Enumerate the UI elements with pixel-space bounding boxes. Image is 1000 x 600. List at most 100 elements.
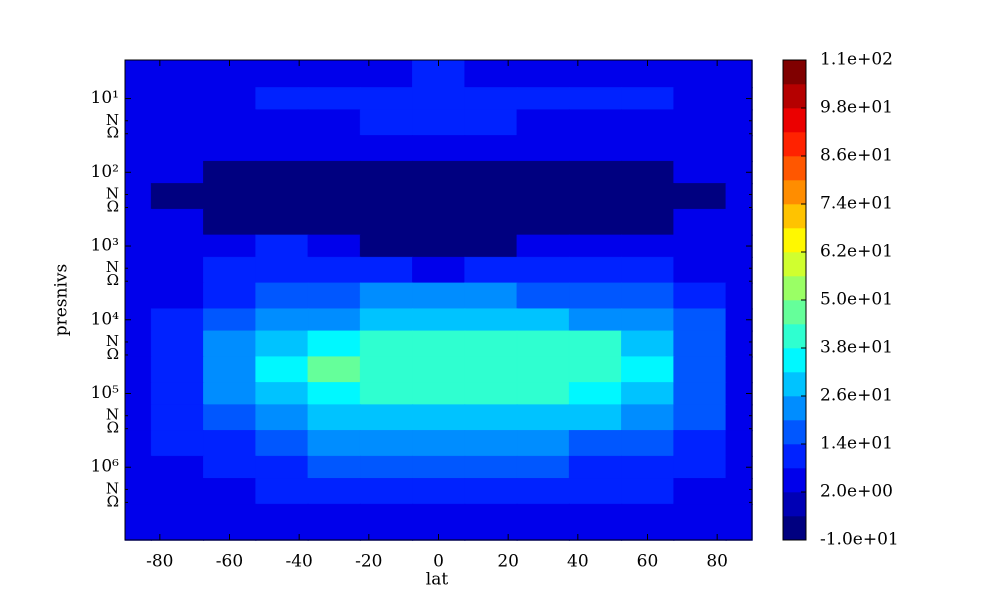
contour-cell bbox=[516, 404, 570, 432]
colorbar-tick-label: 9.8e+01 bbox=[820, 98, 893, 118]
contour-cell bbox=[203, 234, 257, 258]
contour-cell bbox=[255, 356, 309, 384]
contour-cell bbox=[203, 256, 257, 284]
contour-cell bbox=[255, 503, 309, 541]
y-tick-label: 10¹ bbox=[91, 88, 119, 108]
contour-cell bbox=[725, 404, 753, 432]
contour-cell bbox=[307, 256, 361, 284]
contour-cell bbox=[464, 282, 518, 310]
colorbar-band bbox=[783, 132, 806, 157]
colorbar-band bbox=[783, 180, 806, 205]
contour-cell bbox=[568, 183, 623, 210]
contour-cell bbox=[203, 404, 257, 432]
contour-cell bbox=[568, 404, 623, 432]
contour-cell bbox=[464, 308, 518, 332]
contour-cell bbox=[673, 234, 727, 258]
contour-cell bbox=[255, 59, 309, 89]
colorbar-band bbox=[783, 228, 806, 253]
y-tick-label: N bbox=[106, 184, 119, 202]
y-tick-label: 10⁴ bbox=[91, 309, 120, 329]
contour-cell bbox=[359, 87, 414, 111]
contour-cell bbox=[307, 183, 361, 210]
contour-cell bbox=[464, 356, 518, 384]
contour-cell bbox=[673, 87, 727, 111]
contour-cell bbox=[725, 330, 753, 358]
contour-cell bbox=[568, 478, 623, 505]
contour-cell bbox=[359, 455, 414, 480]
contour-cell bbox=[412, 234, 466, 258]
contour-cell bbox=[516, 59, 570, 89]
contour-cell bbox=[150, 455, 205, 480]
contour-cell bbox=[516, 160, 570, 185]
contour-cell bbox=[359, 382, 414, 406]
contour-cell bbox=[516, 109, 570, 137]
contour-cell bbox=[307, 59, 361, 89]
contour-cell bbox=[412, 87, 466, 111]
contour-cell bbox=[673, 160, 727, 185]
contour-cell bbox=[464, 160, 518, 185]
contour-cell bbox=[255, 160, 309, 185]
contour-cell bbox=[150, 234, 205, 258]
contour-cell bbox=[568, 160, 623, 185]
contour-cell bbox=[150, 208, 205, 236]
colorbar-band bbox=[783, 420, 806, 445]
contour-cell bbox=[725, 109, 753, 137]
contour-cell bbox=[568, 208, 623, 236]
contour-cell bbox=[255, 330, 309, 358]
colorbar-band bbox=[783, 300, 806, 325]
contour-cell bbox=[203, 183, 257, 210]
contour-cell bbox=[359, 109, 414, 137]
contour-cell bbox=[359, 330, 414, 358]
contour-cell bbox=[124, 59, 152, 89]
x-tick-label: 60 bbox=[637, 552, 659, 572]
contour-cell bbox=[568, 503, 623, 541]
contour-cell bbox=[203, 160, 257, 185]
contour-cell bbox=[203, 330, 257, 358]
y-tick-label: 10² bbox=[91, 162, 119, 182]
contour-cell bbox=[568, 356, 623, 384]
y-tick-label: N bbox=[106, 406, 119, 424]
contour-cell bbox=[725, 135, 753, 162]
contour-cell bbox=[203, 282, 257, 310]
contour-cell bbox=[725, 503, 753, 541]
contour-cell bbox=[307, 455, 361, 480]
contour-cell bbox=[359, 208, 414, 236]
contour-cell bbox=[568, 455, 623, 480]
contour-cell bbox=[359, 135, 414, 162]
contour-cell bbox=[621, 87, 675, 111]
contour-cell bbox=[255, 430, 309, 457]
contour-cell bbox=[621, 356, 675, 384]
contour-cell bbox=[412, 430, 466, 457]
y-tick-label: N bbox=[106, 479, 119, 497]
contour-cell bbox=[359, 430, 414, 457]
contour-cell bbox=[412, 404, 466, 432]
contour-cell bbox=[307, 382, 361, 406]
contour-cell bbox=[150, 308, 205, 332]
contour-cell bbox=[203, 208, 257, 236]
contour-cell bbox=[307, 282, 361, 310]
contour-cell bbox=[255, 382, 309, 406]
y-tick-label: 10³ bbox=[91, 236, 119, 256]
x-axis-label: lat bbox=[426, 570, 449, 590]
contour-cell bbox=[124, 478, 152, 505]
contour-cell bbox=[516, 455, 570, 480]
contour-cell bbox=[725, 282, 753, 310]
contour-cell bbox=[673, 109, 727, 137]
contour-cell bbox=[673, 59, 727, 89]
colorbar-band bbox=[783, 372, 806, 397]
contour-cell bbox=[150, 478, 205, 505]
contour-cell bbox=[150, 135, 205, 162]
contour-cell bbox=[150, 430, 205, 457]
contour-cell bbox=[203, 135, 257, 162]
contour-cell bbox=[150, 109, 205, 137]
contour-cell bbox=[203, 308, 257, 332]
contour-cell bbox=[307, 208, 361, 236]
y-tick-label: Ω bbox=[107, 419, 119, 437]
colorbar-band bbox=[783, 204, 806, 229]
contour-cell bbox=[516, 183, 570, 210]
contour-cell bbox=[203, 430, 257, 457]
contour-cell bbox=[412, 160, 466, 185]
contour-cell bbox=[255, 183, 309, 210]
contour-cell bbox=[412, 208, 466, 236]
